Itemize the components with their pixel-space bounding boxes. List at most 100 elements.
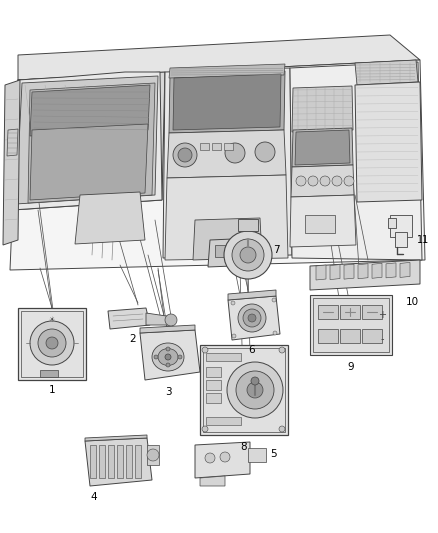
Circle shape <box>166 363 170 367</box>
Circle shape <box>332 176 342 186</box>
Bar <box>215 245 230 257</box>
Polygon shape <box>290 195 356 247</box>
Circle shape <box>178 148 192 162</box>
Circle shape <box>344 176 354 186</box>
Polygon shape <box>386 263 396 278</box>
Circle shape <box>165 354 171 360</box>
Polygon shape <box>30 85 150 136</box>
Polygon shape <box>75 192 145 244</box>
Bar <box>362 305 382 319</box>
Bar <box>318 305 338 319</box>
Bar <box>248 448 266 462</box>
Polygon shape <box>228 296 280 340</box>
Polygon shape <box>200 476 225 486</box>
Circle shape <box>224 231 272 279</box>
Circle shape <box>279 347 285 353</box>
Text: 2: 2 <box>130 334 136 344</box>
Polygon shape <box>355 60 418 85</box>
Ellipse shape <box>158 349 178 366</box>
Bar <box>305 215 335 233</box>
Polygon shape <box>292 86 353 132</box>
Circle shape <box>308 176 318 186</box>
Bar <box>206 417 241 425</box>
Text: 6: 6 <box>249 345 255 355</box>
Circle shape <box>320 176 330 186</box>
Circle shape <box>165 314 177 326</box>
Polygon shape <box>163 68 292 258</box>
Bar <box>313 298 389 352</box>
Polygon shape <box>140 330 200 380</box>
Text: 8: 8 <box>241 442 247 452</box>
Polygon shape <box>16 76 158 204</box>
Bar <box>310 295 392 355</box>
Polygon shape <box>28 83 155 203</box>
Text: 1: 1 <box>49 385 55 395</box>
Bar <box>340 305 360 319</box>
Bar <box>108 445 114 478</box>
Bar <box>390 215 412 237</box>
Bar <box>200 345 288 435</box>
Bar <box>238 219 258 231</box>
Circle shape <box>205 453 215 463</box>
Circle shape <box>147 449 159 461</box>
Bar <box>200 143 209 150</box>
Circle shape <box>296 176 306 186</box>
Polygon shape <box>10 60 425 270</box>
Bar <box>206 380 221 390</box>
Polygon shape <box>108 308 150 329</box>
Circle shape <box>225 143 245 163</box>
Bar <box>21 311 83 377</box>
Polygon shape <box>169 64 285 78</box>
Text: +: + <box>378 310 386 320</box>
Circle shape <box>243 309 261 327</box>
Circle shape <box>220 452 230 462</box>
Bar <box>206 393 221 403</box>
Text: 9: 9 <box>348 362 354 372</box>
Polygon shape <box>355 82 422 202</box>
Polygon shape <box>372 263 382 278</box>
Bar <box>212 143 221 150</box>
Circle shape <box>173 143 197 167</box>
Polygon shape <box>12 72 162 210</box>
Bar <box>340 329 360 343</box>
Bar <box>395 232 407 247</box>
Bar <box>90 445 96 478</box>
Polygon shape <box>140 325 195 333</box>
Polygon shape <box>290 62 422 260</box>
Circle shape <box>46 337 58 349</box>
Bar <box>135 445 141 478</box>
Bar <box>224 143 233 150</box>
Polygon shape <box>30 124 148 200</box>
Bar <box>18 308 86 380</box>
Polygon shape <box>400 262 410 278</box>
Polygon shape <box>85 438 152 486</box>
Bar <box>362 329 382 343</box>
Polygon shape <box>3 80 20 245</box>
Text: ☀: ☀ <box>49 317 55 323</box>
Polygon shape <box>208 238 257 267</box>
Circle shape <box>154 355 158 359</box>
Polygon shape <box>7 129 18 156</box>
Polygon shape <box>291 165 354 197</box>
Circle shape <box>279 426 285 432</box>
Polygon shape <box>165 175 288 260</box>
Bar <box>99 445 105 478</box>
Bar <box>206 367 221 377</box>
Text: 4: 4 <box>90 492 97 502</box>
Circle shape <box>255 142 275 162</box>
Circle shape <box>178 355 182 359</box>
Polygon shape <box>330 264 340 280</box>
Ellipse shape <box>152 343 184 371</box>
Polygon shape <box>292 128 353 167</box>
Bar <box>206 353 241 361</box>
Polygon shape <box>295 130 350 165</box>
Polygon shape <box>169 71 285 133</box>
Polygon shape <box>173 74 281 130</box>
Polygon shape <box>12 72 165 210</box>
Circle shape <box>236 371 274 409</box>
Polygon shape <box>195 442 250 478</box>
Polygon shape <box>358 264 368 279</box>
Bar <box>126 445 132 478</box>
Text: 3: 3 <box>165 387 171 397</box>
Text: 7: 7 <box>273 245 279 255</box>
